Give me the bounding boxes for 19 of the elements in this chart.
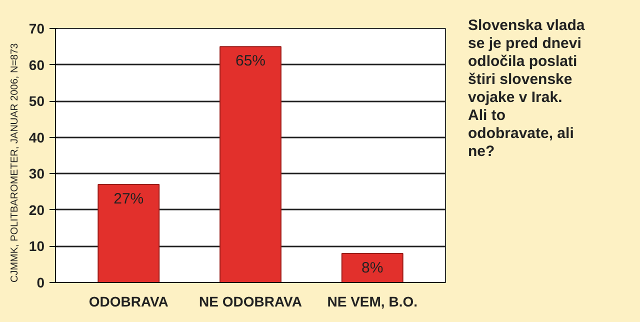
x-tick-label: ODOBRAVA — [88, 294, 168, 310]
y-tick-label: 10 — [28, 238, 45, 254]
bar — [341, 252, 404, 282]
x-tick-label: NE VEM, B.O. — [327, 294, 418, 310]
text: Slovenska vlada se je pred dnevi odločila poslati štiri slovenske vojake v Irak. Ali to odobravate, ali ne? — [468, 17, 585, 161]
data-label: 8% — [362, 259, 384, 276]
y-tick-label: 50 — [28, 93, 45, 110]
data-label: 27% — [114, 190, 144, 208]
y-tick-label: 0 — [36, 274, 45, 290]
bar — [98, 184, 160, 282]
data-label: 65% — [235, 52, 266, 70]
y-tick-label: 30 — [28, 166, 45, 182]
y-tick-label: 60 — [28, 56, 45, 73]
y-tick-label: 40 — [28, 129, 45, 146]
y-tick-label: 20 — [28, 202, 45, 218]
bar — [220, 46, 282, 282]
x-tick-label: NE ODOBRAVA — [199, 294, 302, 310]
text: CJMMK, POLITBAROMETER, JANUAR 2006, N=873 — [10, 42, 20, 282]
y-tick-label: 70 — [28, 20, 45, 36]
